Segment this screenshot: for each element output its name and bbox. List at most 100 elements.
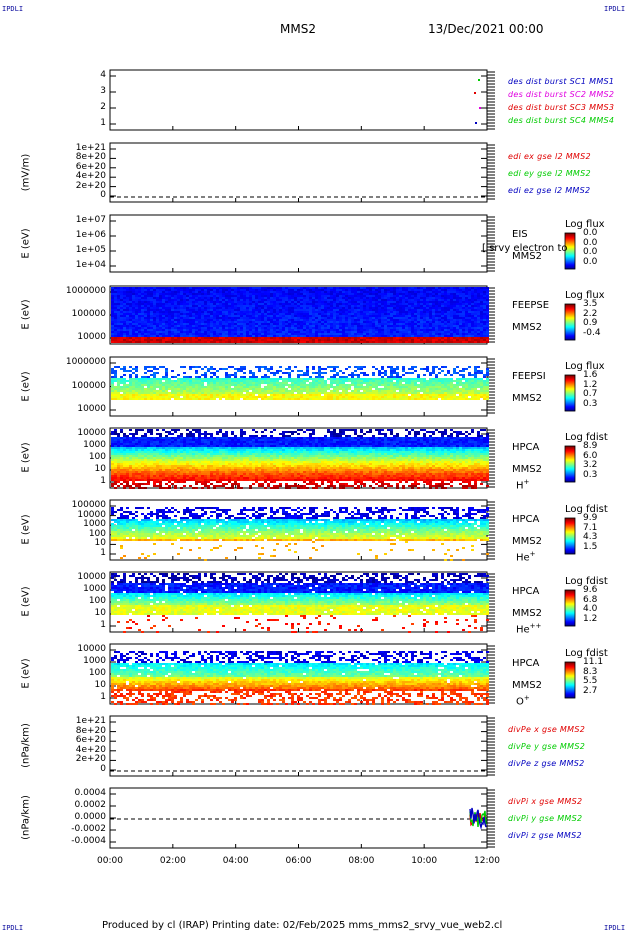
ytick-label: 0.0000 — [74, 812, 107, 822]
colorbar-title: Log fdist — [565, 576, 608, 587]
colorbar-frame — [564, 374, 576, 412]
ytick-label: -0.0002 — [71, 824, 106, 834]
colorbar-title: Log flux — [565, 361, 605, 372]
side-label: MMS2 — [512, 608, 542, 619]
heatmap-cells-hpca-he — [111, 507, 489, 561]
ytick-label: 4e+20 — [75, 171, 106, 182]
colorbar-value: 9.9 — [583, 513, 598, 523]
y-axis-label: E (eV) — [20, 658, 32, 689]
burst-marker — [479, 107, 481, 109]
colorbar-hpca-hepp — [565, 590, 575, 627]
footer-credit: Produced by cl (IRAP) Printing date: 02/… — [102, 920, 503, 931]
datetime-title: 13/Dec/2021 00:00 — [428, 22, 544, 36]
legend-entry: des dist burst SC4 MMS4 — [508, 115, 615, 125]
colorbar-value: 0.9 — [583, 318, 598, 328]
divpi-burst — [469, 807, 487, 830]
side-label: FEEPSI — [512, 371, 546, 382]
colorbar-value: 4.3 — [583, 532, 598, 542]
legend-entry: des dist burst SC1 MMS1 — [508, 76, 615, 86]
colorbar-value: -0.4 — [583, 327, 601, 338]
ytick-label: 2 — [100, 102, 106, 112]
overlay-note: [ srvy electron to — [482, 243, 568, 254]
corner-tr: IPDLI — [604, 5, 626, 13]
charge-superscript: + — [523, 694, 530, 702]
panel-frame-divpi — [109, 787, 488, 849]
ytick-label: 4 — [100, 70, 106, 80]
side-label: EIS — [512, 229, 528, 240]
colorbar-value: 9.6 — [583, 585, 598, 595]
ytick-label: 1000 — [83, 519, 106, 530]
side-label: FEEPSE — [512, 300, 550, 311]
colorbar-hpca-he — [565, 518, 575, 555]
legend-entry: divPi z gse MMS2 — [508, 831, 582, 841]
legend-entry: divPi x gse MMS2 — [508, 796, 583, 806]
colorbar-value: 3.5 — [583, 299, 598, 309]
ytick-label: 10 — [94, 608, 106, 618]
ytick-label: 1000000 — [65, 357, 106, 367]
ytick-label: 100000 — [71, 309, 106, 319]
colorbar-frame — [564, 517, 576, 555]
side-label: MMS2 — [512, 322, 542, 333]
legend-entry: des dist burst SC3 MMS3 — [508, 102, 615, 112]
colorbar-value: 2.2 — [583, 308, 598, 319]
ytick-label: 1 — [100, 620, 106, 630]
side-label: MMS2 — [512, 680, 542, 691]
ytick-label: 100000 — [71, 380, 106, 391]
side-label: MMS2 — [512, 393, 542, 404]
colorbar-feepsi — [565, 375, 575, 412]
xtick-label: 10:00 — [411, 856, 438, 866]
colorbar-value: 2.7 — [583, 685, 598, 696]
burst-marker — [474, 92, 476, 94]
ytick-label: 0.0004 — [74, 788, 107, 798]
colorbar-value: 1.6 — [583, 370, 598, 380]
ytick-label: 100 — [88, 452, 106, 462]
colorbar-hpca-o — [565, 662, 575, 699]
legend-entry: divPe z gse MMS2 — [508, 759, 585, 769]
ytick-label: 0 — [100, 764, 106, 774]
y-axis-label: (nPa/km) — [20, 795, 32, 840]
colorbar-title: Log fdist — [565, 504, 608, 515]
colorbar-value: 1.5 — [583, 541, 598, 552]
legend-entry: divPi y gse MMS2 — [508, 814, 583, 823]
y-axis-label: (mV/m) — [20, 153, 32, 191]
colorbar-value: 0.0 — [583, 228, 598, 238]
burst-marker — [478, 79, 480, 81]
ytick-label: 10000 — [77, 509, 106, 520]
colorbar-value: 6.0 — [583, 450, 598, 461]
panel-frame-dist-burst — [109, 69, 488, 131]
ytick-label: 1e+04 — [75, 260, 106, 270]
y-axis-label: (nPa/km) — [20, 723, 32, 768]
colorbar-frame — [564, 303, 576, 341]
colorbar-title: Log fdist — [565, 648, 608, 659]
colorbar-value: 0.0 — [583, 247, 598, 257]
ytick-label: 2e+20 — [75, 180, 106, 191]
spacecraft-title: MMS2 — [280, 22, 316, 36]
ytick-label: 0 — [100, 190, 106, 200]
ytick-label: 1e+21 — [75, 143, 106, 153]
legend-entry: des dist burst SC2 MMS2 — [508, 89, 615, 99]
xtick-label: 04:00 — [222, 856, 249, 866]
ytick-label: 1000 — [83, 440, 106, 450]
y-axis-label: E (eV) — [20, 586, 32, 617]
y-axis-label: E (eV) — [20, 370, 32, 402]
ytick-label: 1e+21 — [75, 716, 106, 726]
ytick-label: 1 — [100, 692, 106, 702]
colorbar-value: 3.2 — [583, 460, 598, 470]
side-label: MMS2 — [512, 464, 542, 475]
colorbar-value: 0.3 — [583, 398, 598, 409]
charge-superscript: ++ — [529, 622, 542, 630]
colorbar-value: 8.3 — [583, 666, 598, 677]
ytick-label: 10000 — [77, 644, 106, 654]
ytick-label: 2e+20 — [75, 754, 106, 765]
colorbar-value: 4.0 — [583, 604, 598, 614]
divpi-series — [469, 810, 487, 827]
ytick-label: 3 — [100, 86, 106, 96]
ytick-label: 1e+07 — [75, 215, 106, 225]
xtick-label: 02:00 — [159, 856, 186, 866]
colorbar-feepse — [565, 304, 575, 341]
side-label: MMS2 — [512, 251, 542, 262]
ytick-label: 4e+20 — [75, 744, 106, 755]
colorbar-value: 0.3 — [583, 469, 598, 480]
heatmap-cells-hpca-hepp — [111, 573, 489, 633]
ytick-label: 100000 — [71, 500, 106, 510]
